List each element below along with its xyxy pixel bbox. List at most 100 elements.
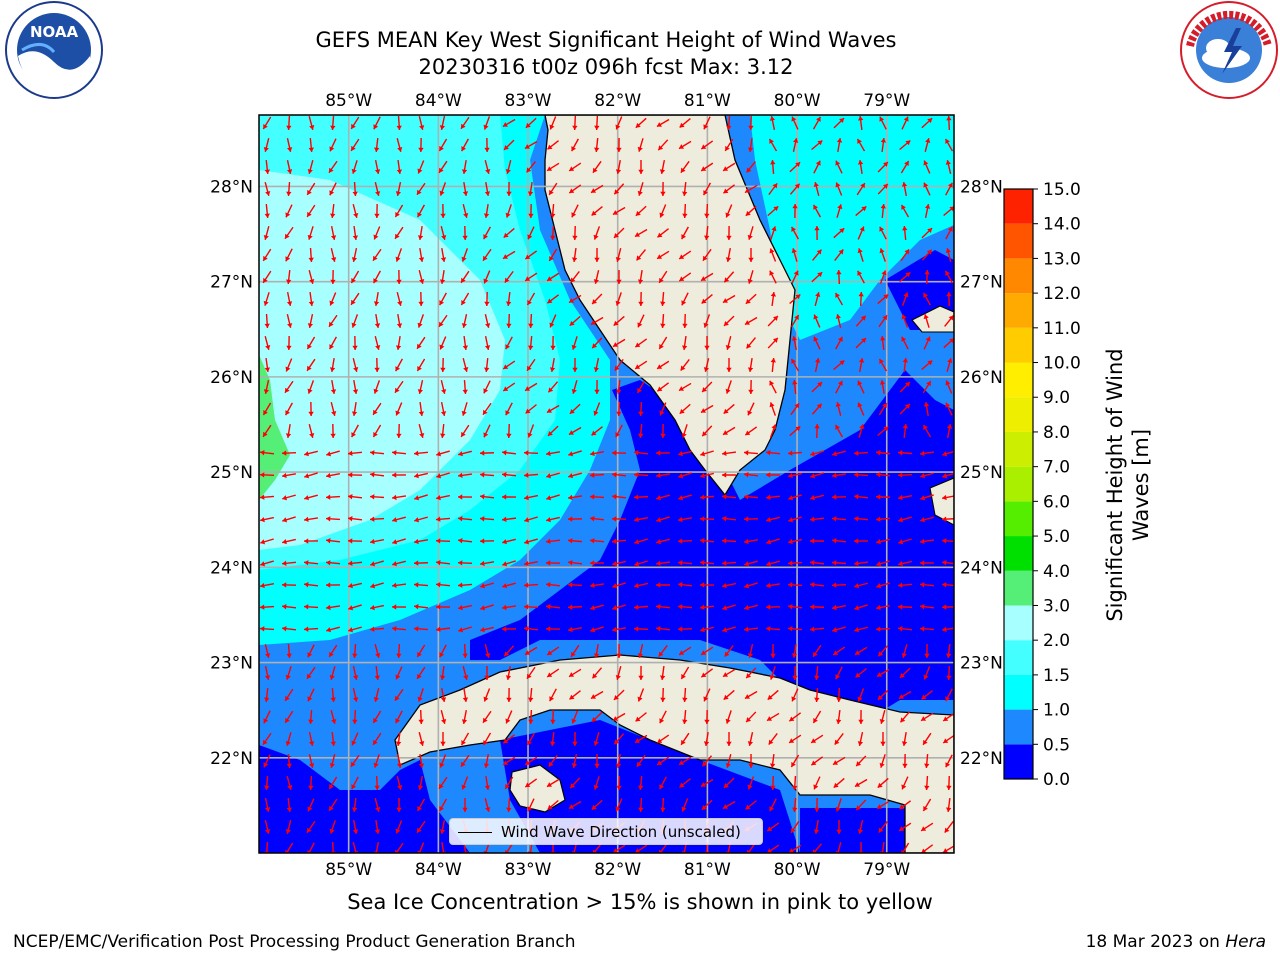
wave-vector-head	[304, 582, 309, 588]
wave-vector-head	[304, 626, 309, 632]
wave-vector-head	[439, 652, 445, 658]
wave-vector-head	[747, 367, 754, 372]
wave-vector-head	[260, 450, 265, 456]
wave-vector-head	[485, 807, 491, 812]
wave-vector-head	[747, 849, 752, 853]
colorbar-tick-label: 10.0	[1043, 354, 1081, 374]
wave-vector-head	[462, 345, 469, 350]
wave-vector-head	[945, 762, 951, 768]
wave-vector-head	[811, 760, 817, 766]
wave-vector	[331, 841, 334, 853]
wave-vector-head	[898, 560, 903, 567]
wave-vector-head	[725, 257, 732, 262]
wave-vector-head	[329, 805, 334, 811]
wave-vector-head	[568, 538, 573, 544]
wave-vector-head	[395, 410, 401, 416]
wave-vector-head	[681, 432, 687, 438]
wave-vector-head	[924, 270, 930, 275]
wave-vector-head	[748, 257, 754, 262]
wave-vector-head	[880, 741, 886, 746]
wave-vector-head	[817, 272, 823, 278]
wave-vector-head	[260, 516, 265, 523]
wave-vector-head	[876, 472, 881, 478]
wave-vector-head	[590, 605, 595, 611]
wave-vector-head	[769, 674, 775, 680]
wave-vector-head	[943, 738, 949, 743]
wave-vector-head	[876, 561, 882, 567]
wave-vector-head	[791, 762, 796, 768]
wave-vector-head	[547, 672, 553, 677]
wave-vector-head	[502, 472, 507, 478]
noaa-logo: NOAA	[2, 0, 106, 106]
wave-vector-head	[744, 694, 750, 699]
svg-text:NOAA: NOAA	[30, 23, 79, 41]
wave-vector-head	[502, 561, 508, 567]
wave-vector-head	[681, 234, 687, 240]
wave-vector-head	[857, 116, 864, 121]
wave-vector-head	[374, 147, 380, 152]
wave-vector-head	[839, 228, 845, 234]
wave-vector-head	[395, 387, 400, 393]
wave-vector-head	[701, 804, 707, 810]
wave-vector-head	[505, 718, 511, 724]
wave-vector-head	[766, 472, 771, 478]
lon-tick-label-bottom: 82°W	[594, 860, 641, 880]
wave-vector-head	[505, 169, 511, 174]
wave-vector-head	[898, 539, 904, 545]
wave-vector-head	[766, 539, 772, 545]
wave-vector-head	[810, 626, 815, 632]
wave-vector-head	[396, 169, 403, 174]
wave-vector-head	[817, 382, 823, 388]
wave-vector-head	[857, 138, 862, 144]
wave-vector-head	[436, 538, 441, 544]
wave-vector-head	[726, 741, 732, 746]
wave-vector-head	[571, 344, 577, 350]
wave-vector-head	[282, 539, 287, 545]
wave-vector-head	[612, 516, 617, 522]
wave-vector-head	[264, 807, 271, 812]
wave-vector-head	[351, 278, 356, 284]
wave-vector-head	[791, 696, 797, 702]
wave-vector-head	[678, 538, 683, 544]
wave-vector-head	[395, 828, 401, 834]
wave-vector-head	[263, 718, 269, 724]
wave-vector-head	[947, 182, 953, 188]
wave-vector-head	[436, 473, 442, 479]
wave-vector-head	[458, 582, 463, 588]
wave-vector-head	[571, 257, 578, 262]
wave-vector-head	[571, 763, 578, 768]
wave-vector-head	[858, 719, 864, 724]
wave-vector-head	[944, 827, 950, 833]
lon-tick-label-bottom: 85°W	[325, 860, 372, 880]
wave-vector-head	[549, 367, 556, 372]
wave-vector-head	[679, 760, 685, 765]
legend-label: Wind Wave Direction (unscaled)	[501, 823, 741, 841]
wave-vector-head	[905, 140, 911, 146]
wave-vector-head	[373, 697, 379, 702]
wave-vector-head	[370, 583, 376, 589]
wave-vector-head	[942, 494, 947, 501]
wave-vector-head	[810, 604, 815, 610]
wave-vector-head	[854, 450, 859, 456]
wave-vector-head	[748, 389, 754, 394]
wave-vector-head	[857, 402, 863, 408]
wave-vector-head	[923, 402, 930, 407]
wave-vector-head	[440, 257, 447, 262]
legend-line-swatch	[458, 832, 492, 833]
wave-vector-head	[370, 604, 375, 611]
wave-vector-head	[926, 381, 931, 387]
wave-vector-head	[351, 299, 356, 305]
wave-vector-head	[921, 826, 927, 831]
colorbar-segment	[1004, 258, 1033, 294]
wave-vector-head	[945, 696, 951, 702]
wave-vector-head	[309, 124, 315, 130]
wave-vector-head	[788, 450, 793, 456]
wave-vector-head	[924, 763, 930, 768]
wave-vector-head	[503, 386, 509, 391]
wave-vector-head	[307, 189, 312, 195]
wave-vector-head	[901, 652, 907, 658]
wave-vector-head	[572, 367, 578, 372]
wave-vector-head	[592, 299, 597, 305]
wave-vector-head	[927, 118, 933, 124]
wave-vector-head	[590, 494, 595, 500]
